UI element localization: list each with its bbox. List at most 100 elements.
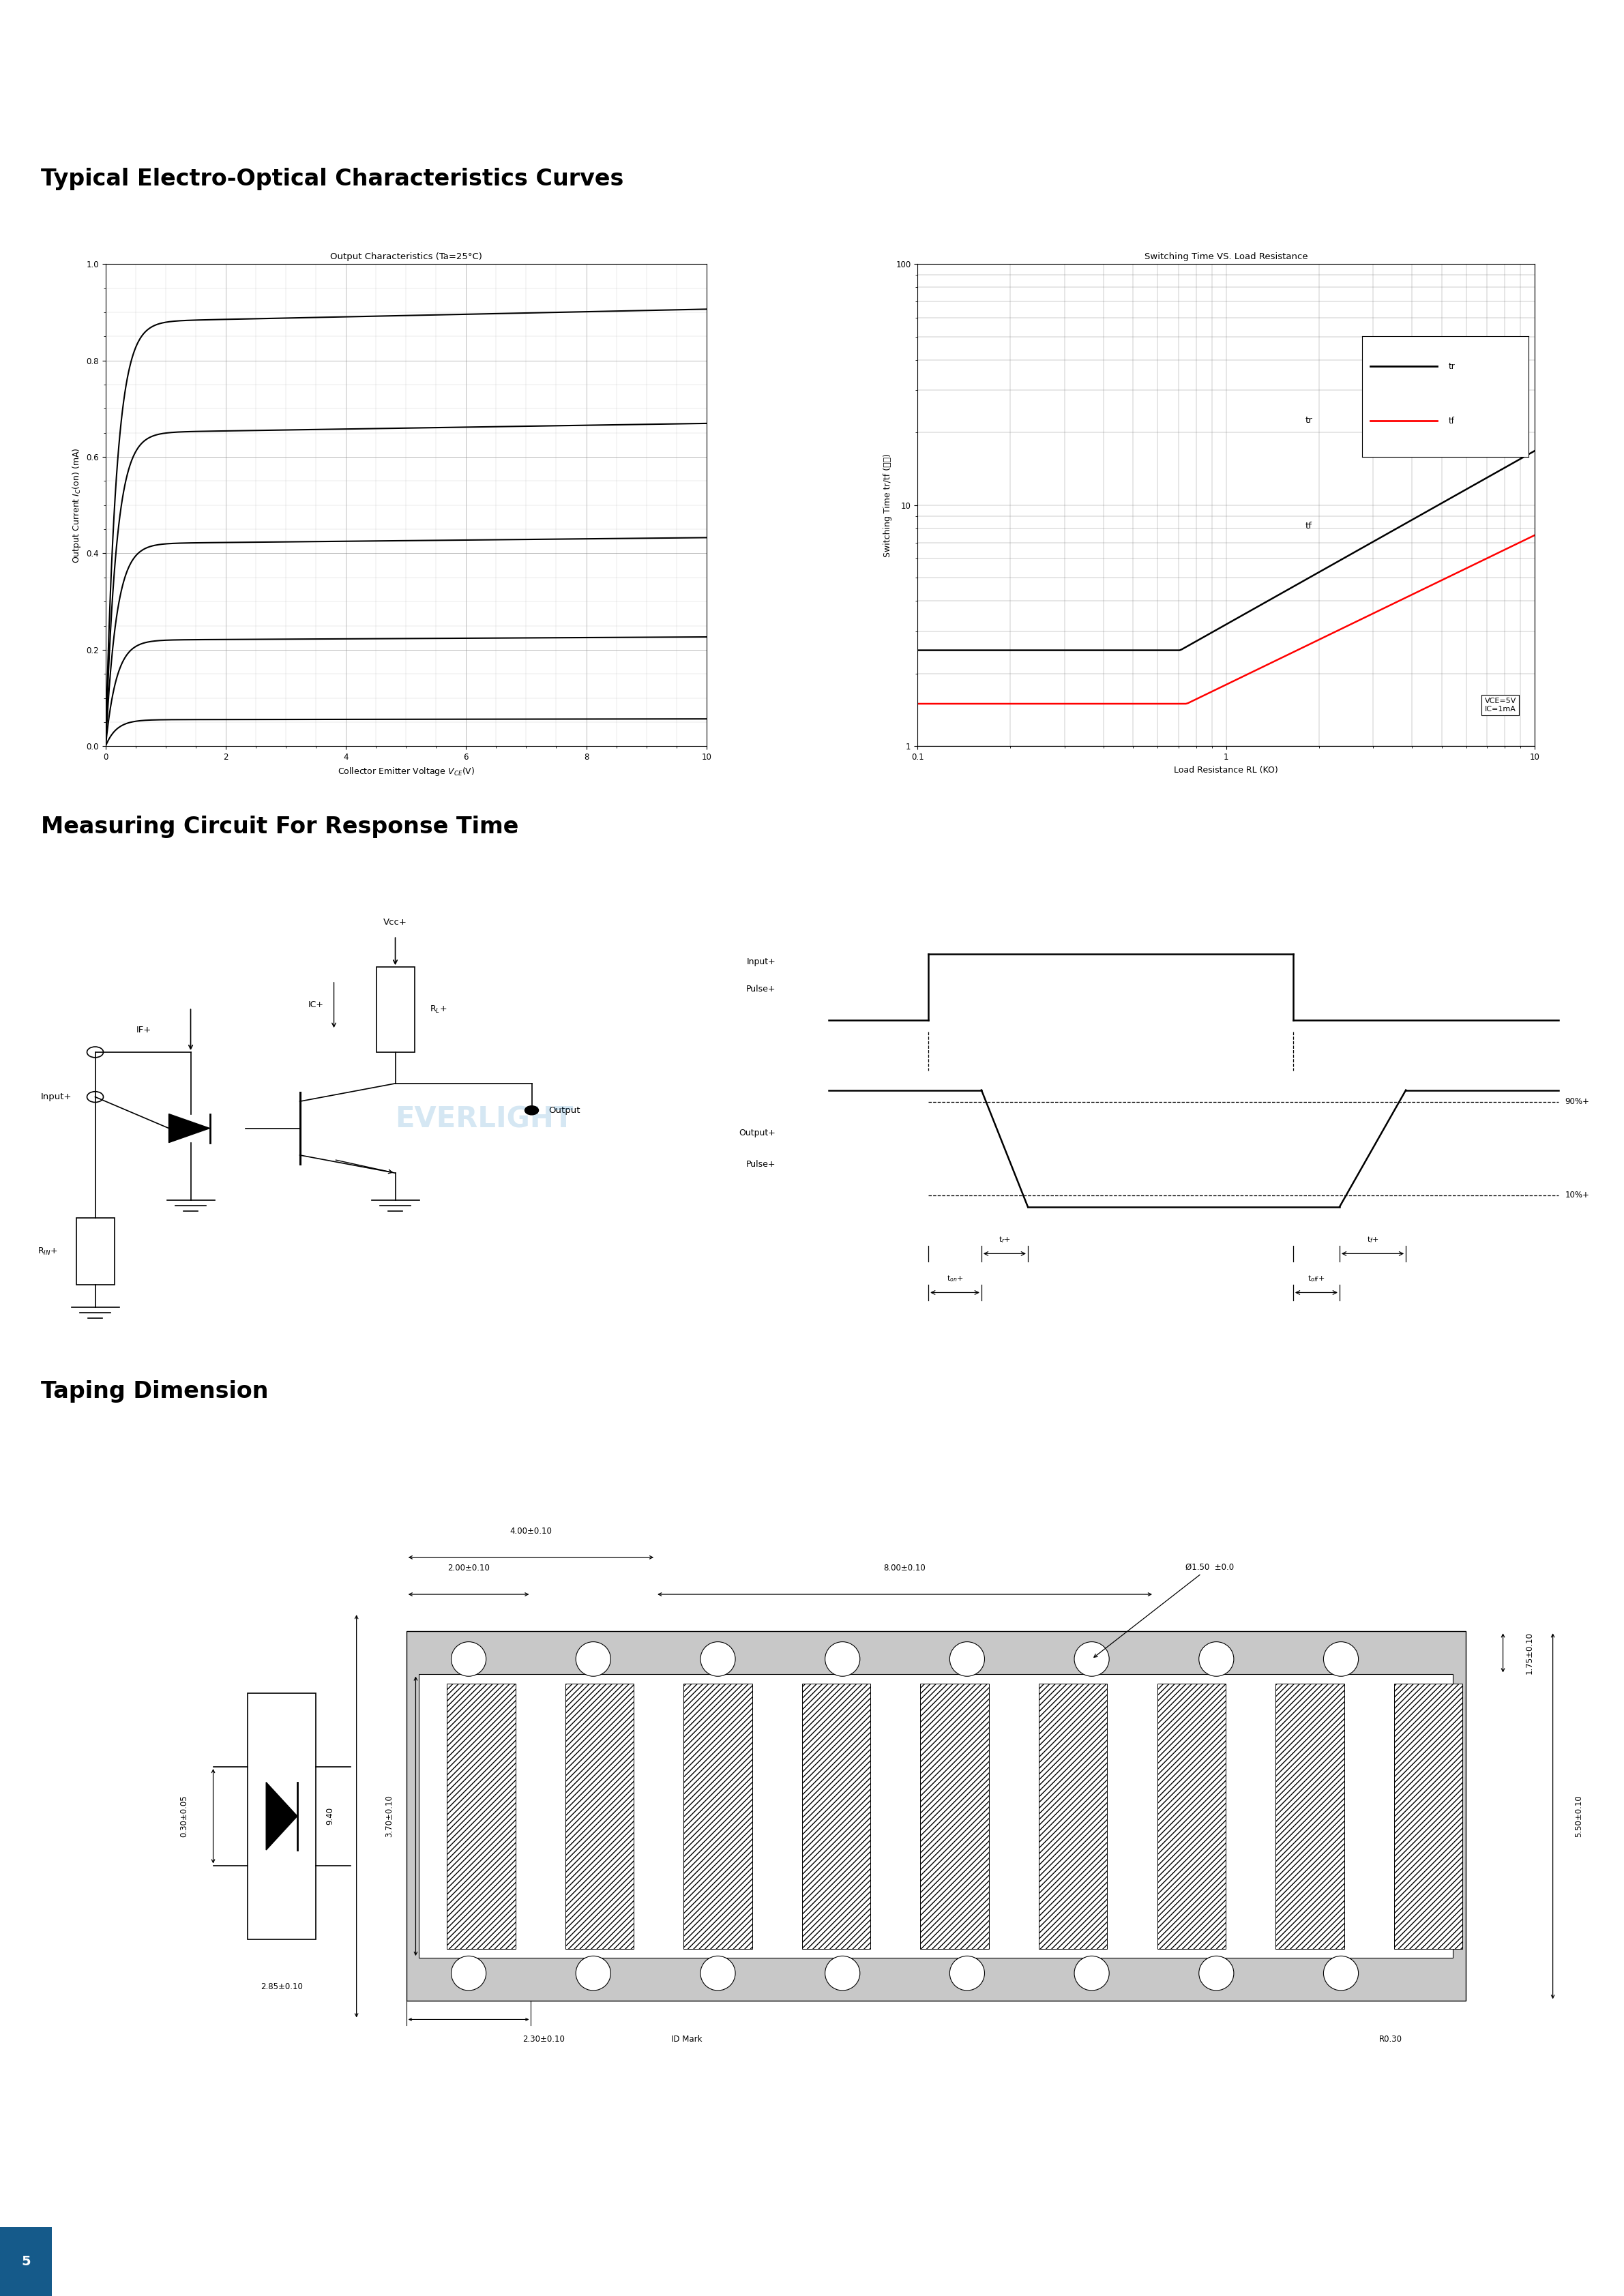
tr	[1427, 491, 1447, 519]
Text: Input+: Input+	[747, 957, 776, 967]
Polygon shape	[266, 1782, 297, 1851]
tf	[1286, 638, 1306, 666]
Bar	[565, 1683, 633, 1949]
Circle shape	[825, 1642, 861, 1676]
Text: Typical Electro-Optical Characteristics Curves: Typical Electro-Optical Characteristics …	[41, 168, 624, 191]
tr	[1525, 436, 1544, 464]
Y-axis label: Output Current $I_C$(on) (mA): Output Current $I_C$(on) (mA)	[71, 448, 83, 563]
Text: 2.30±0.10: 2.30±0.10	[523, 2034, 565, 2043]
Text: 4.00±0.10: 4.00±0.10	[510, 1527, 552, 1536]
Text: tr: tr	[1306, 416, 1312, 425]
Text: R$_{IN}$+: R$_{IN}$+	[37, 1247, 58, 1256]
Line: tr: tr	[918, 450, 1535, 650]
Text: 1.75±0.10: 1.75±0.10	[1525, 1632, 1533, 1674]
Text: 10%+: 10%+	[1566, 1192, 1590, 1199]
Text: 2.00±0.10: 2.00±0.10	[448, 1564, 490, 1573]
Y-axis label: Switching Time tr/tf (微秒): Switching Time tr/tf (微秒)	[883, 452, 892, 558]
tf	[908, 691, 927, 719]
Text: Ø1.50  ±0.0: Ø1.50 ±0.0	[1095, 1564, 1234, 1658]
Text: 3.70±0.10: 3.70±0.10	[385, 1795, 395, 1837]
tr	[1466, 471, 1486, 498]
Title: Switching Time VS. Load Resistance: Switching Time VS. Load Resistance	[1145, 253, 1307, 262]
Circle shape	[950, 1956, 984, 1991]
Circle shape	[88, 1091, 104, 1102]
Circle shape	[1075, 1642, 1109, 1676]
Text: 5.50±0.10: 5.50±0.10	[1575, 1795, 1583, 1837]
Circle shape	[1199, 1642, 1234, 1676]
Bar	[419, 1674, 1453, 1958]
tf	[1273, 643, 1293, 670]
Bar	[802, 1683, 870, 1949]
Text: IC+: IC+	[309, 1001, 323, 1010]
Circle shape	[451, 1956, 486, 1991]
Circle shape	[1324, 1642, 1358, 1676]
tf	[1466, 549, 1486, 576]
Text: Output: Output	[549, 1107, 580, 1116]
Text: t$_{on}$+: t$_{on}$+	[947, 1274, 963, 1283]
Text: Input+: Input+	[41, 1093, 71, 1102]
tr	[1275, 579, 1294, 606]
Circle shape	[88, 1047, 104, 1058]
Text: www.everlight.com: www.everlight.com	[1439, 2255, 1583, 2268]
Bar	[0, 2227, 52, 2296]
Circle shape	[950, 1642, 984, 1676]
Text: VCE=5V
IC=1mA: VCE=5V IC=1mA	[1484, 698, 1517, 712]
tf	[1525, 521, 1544, 549]
Text: 2.85±0.10: 2.85±0.10	[260, 1981, 302, 1991]
Polygon shape	[169, 1114, 209, 1143]
Text: t$_{f}$+: t$_{f}$+	[1367, 1235, 1379, 1244]
Bar	[447, 1683, 515, 1949]
Bar	[1158, 1683, 1226, 1949]
Bar	[1039, 1683, 1108, 1949]
Bar	[921, 1683, 989, 1949]
Text: DATASHEET: DATASHEET	[41, 18, 127, 30]
Circle shape	[451, 1642, 486, 1676]
Text: EVERLIGHT: EVERLIGHT	[1358, 23, 1583, 57]
Bar	[377, 967, 414, 1052]
X-axis label: Load Resistance RL (KO): Load Resistance RL (KO)	[1174, 765, 1278, 774]
Circle shape	[577, 1642, 611, 1676]
Circle shape	[825, 1956, 861, 1991]
tr	[1286, 572, 1306, 599]
Circle shape	[700, 1956, 736, 1991]
Text: Measuring Circuit For Response Time: Measuring Circuit For Response Time	[41, 815, 518, 838]
tf	[1275, 643, 1294, 670]
tr	[1273, 579, 1293, 606]
Text: tf: tf	[1306, 521, 1312, 530]
Text: 8.00±0.10: 8.00±0.10	[883, 1564, 926, 1573]
Circle shape	[525, 1107, 539, 1116]
Text: R0.30: R0.30	[1379, 2034, 1403, 2043]
Bar	[1393, 1683, 1463, 1949]
tr	[909, 636, 929, 664]
Text: Pulse+: Pulse+	[745, 985, 776, 994]
Text: EVERLIGHT: EVERLIGHT	[395, 1104, 573, 1134]
Bar	[684, 1683, 752, 1949]
Text: Taping Dimension: Taping Dimension	[41, 1380, 268, 1403]
Text: ID Mark: ID Mark	[671, 2034, 702, 2043]
Text: ITR1205ST11A/TR: ITR1205ST11A/TR	[41, 53, 161, 64]
Title: Output Characteristics (Ta=25°C): Output Characteristics (Ta=25°C)	[330, 253, 482, 262]
Bar	[76, 1217, 114, 1286]
Circle shape	[1075, 1956, 1109, 1991]
tr	[908, 636, 927, 664]
Text: R$_L$+: R$_L$+	[429, 1003, 447, 1015]
tf	[909, 691, 929, 719]
Circle shape	[1324, 1956, 1358, 1991]
Line: tf: tf	[918, 535, 1535, 705]
Text: IF+: IF+	[136, 1026, 151, 1033]
Text: 9.40: 9.40	[326, 1807, 335, 1825]
Text: 5: 5	[21, 2255, 31, 2268]
Text: Pulse+: Pulse+	[745, 1159, 776, 1169]
Bar	[406, 1630, 1465, 2002]
Circle shape	[700, 1642, 736, 1676]
Text: Copyright 2010, Everlight All Rights Reserved. Release Date : Jun.30. 2017  Issu: Copyright 2010, Everlight All Rights Res…	[81, 2257, 510, 2266]
Text: t$_{off}$+: t$_{off}$+	[1307, 1274, 1325, 1283]
Text: 0.30±0.05: 0.30±0.05	[179, 1795, 188, 1837]
Text: 90%+: 90%+	[1566, 1097, 1590, 1107]
Text: Vcc+: Vcc+	[383, 918, 408, 928]
Text: t$_{r}$+: t$_{r}$+	[999, 1235, 1010, 1244]
Bar	[247, 1692, 317, 1940]
tf	[1427, 569, 1447, 597]
Bar	[1275, 1683, 1345, 1949]
Circle shape	[1199, 1956, 1234, 1991]
